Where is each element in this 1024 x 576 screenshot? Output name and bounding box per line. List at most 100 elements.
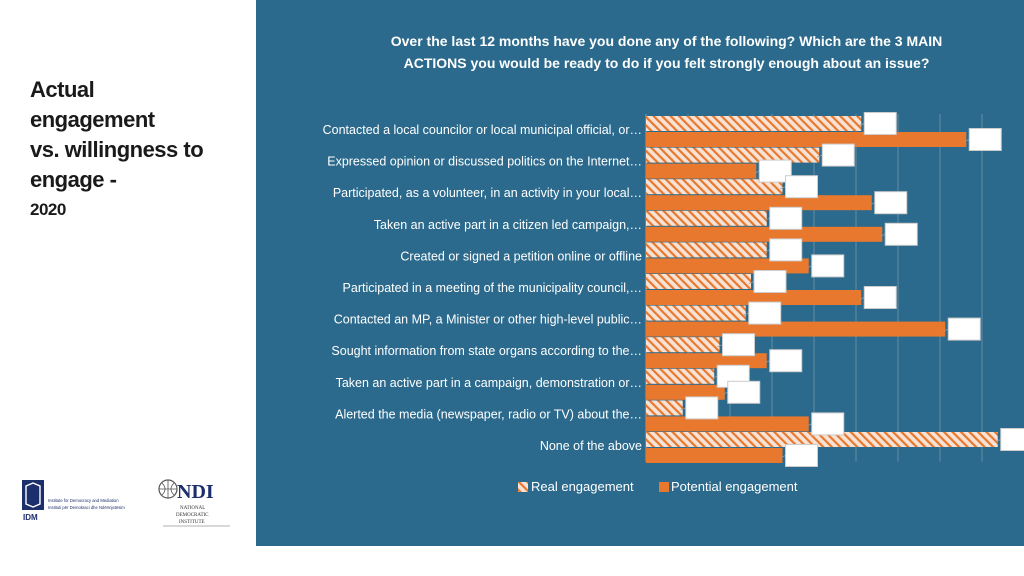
logos: IDM Institute for Democracy and Mediatio… [20,478,240,528]
value-label-leader [943,328,949,332]
value-label-leader [964,139,970,142]
category-labels: Contacted a local councilor or local mun… [323,123,642,453]
ndi-text: NDI [177,481,214,503]
value-label-leader [817,154,823,158]
value-label-leader [764,360,770,364]
ndi-globe-lines [159,480,177,498]
ndi-line-2: DEMOCRATIC [176,513,209,518]
category-label: Expressed opinion or discussed politics … [327,155,642,169]
value-label-leader [748,281,755,284]
chart-legend: Real engagement Potential engagement [518,479,798,494]
bar-real [646,274,751,289]
value-label-potential [811,254,845,278]
bar-potential [646,353,767,369]
value-label-potential [769,349,803,373]
bar-potential [646,163,757,179]
value-label-leader [764,249,770,253]
category-label: Participated in a meeting of the municip… [343,281,642,295]
idm-logo: IDM Institute for Democracy and Mediatio… [22,480,125,522]
category-label: Contacted an MP, a Minister or other hig… [334,313,642,327]
heading-line-2: engagement [30,107,155,132]
value-label-leader [869,202,875,206]
chart-svg: Contacted a local councilor or local mun… [323,112,1024,494]
value-label-potential [874,191,908,215]
category-label: Taken an active part in a citizen led ca… [374,218,642,232]
value-label-potential [758,159,792,183]
value-label-leader [780,186,786,190]
bar-potential [646,321,946,337]
value-label-leader [764,217,770,221]
value-label-potential [884,222,918,246]
value-label-real [1000,428,1024,451]
value-label-boxes [680,112,1024,467]
idm-text: IDM [23,513,38,522]
bar-potential [646,448,783,463]
value-label-potential [811,412,845,436]
value-label-leader [859,297,865,300]
idm-subname: Instituti për Demokraci dhe Ndërmjetësim [48,505,125,510]
value-label-real [785,175,818,199]
bar-real [646,147,820,163]
category-label: Participated, as a volunteer, in an acti… [333,186,642,200]
chart-title: Over the last 12 months have you done an… [390,33,943,71]
heading-line-1: Actual [30,77,95,102]
bar-real [646,337,720,353]
idm-mark [22,480,44,510]
idm-name: Institute for Democracy and Mediation [48,498,119,503]
bar-potential [646,195,872,211]
value-label-leader [722,391,728,395]
value-label-leader [717,344,723,348]
chart-panel [256,0,1024,546]
value-label-real [769,206,803,230]
bar-real [646,400,683,416]
value-label-leader [806,423,812,427]
value-label-real [821,143,855,167]
ndi-line-3: INSTITUTE [179,520,205,525]
value-label-leader [754,170,760,174]
value-label-real [722,333,755,357]
value-label-leader [680,407,686,411]
category-label: Taken an active part in a campaign, demo… [336,376,642,390]
value-label-potential [727,380,761,404]
bar-real [646,179,783,195]
bar-real [646,116,862,131]
legend-swatch-potential [659,482,669,492]
category-label: Contacted a local councilor or local mun… [323,123,642,137]
legend-label-real: Real engagement [531,479,634,494]
value-label-leader [743,312,749,316]
value-label-real [685,396,719,420]
bar-potential [646,290,862,305]
left-panel: Actual engagement vs. willingness to eng… [0,0,256,576]
category-label: Alerted the media (newspaper, radio or T… [335,407,642,421]
value-label-real [753,270,787,293]
value-label-real [748,301,782,325]
category-label: None of the above [540,439,642,453]
value-label-leader [780,455,786,458]
legend-swatch-real [518,482,528,492]
bar-potential [646,384,725,400]
bar-real [646,242,767,258]
bar-real [646,368,715,384]
value-label-potential [785,444,818,467]
value-label-potential [947,317,981,341]
value-label-real [863,112,897,135]
value-label-leader [995,439,1001,442]
idm-mark-shape [25,482,41,508]
value-label-leader [859,123,865,126]
heading-line-4: engage - [30,167,117,192]
bars [646,116,998,463]
value-label-leader [712,375,718,379]
bar-real [646,210,767,226]
value-label-potential [968,128,1002,151]
ndi-logo: NDI NATIONAL DEMOCRATIC INSTITUTE [158,479,230,527]
bottom-strip [256,546,1024,576]
category-label: Created or signed a petition online or o… [400,249,642,263]
bar-potential [646,416,809,432]
ndi-line-1: NATIONAL [180,506,205,511]
bar-real [646,432,998,447]
bar-potential [646,258,809,274]
slide-heading: Actual engagement vs. willingness to eng… [30,75,245,225]
legend-label-potential: Potential engagement [671,479,798,494]
bar-potential [646,226,883,242]
value-label-leader [806,265,812,269]
